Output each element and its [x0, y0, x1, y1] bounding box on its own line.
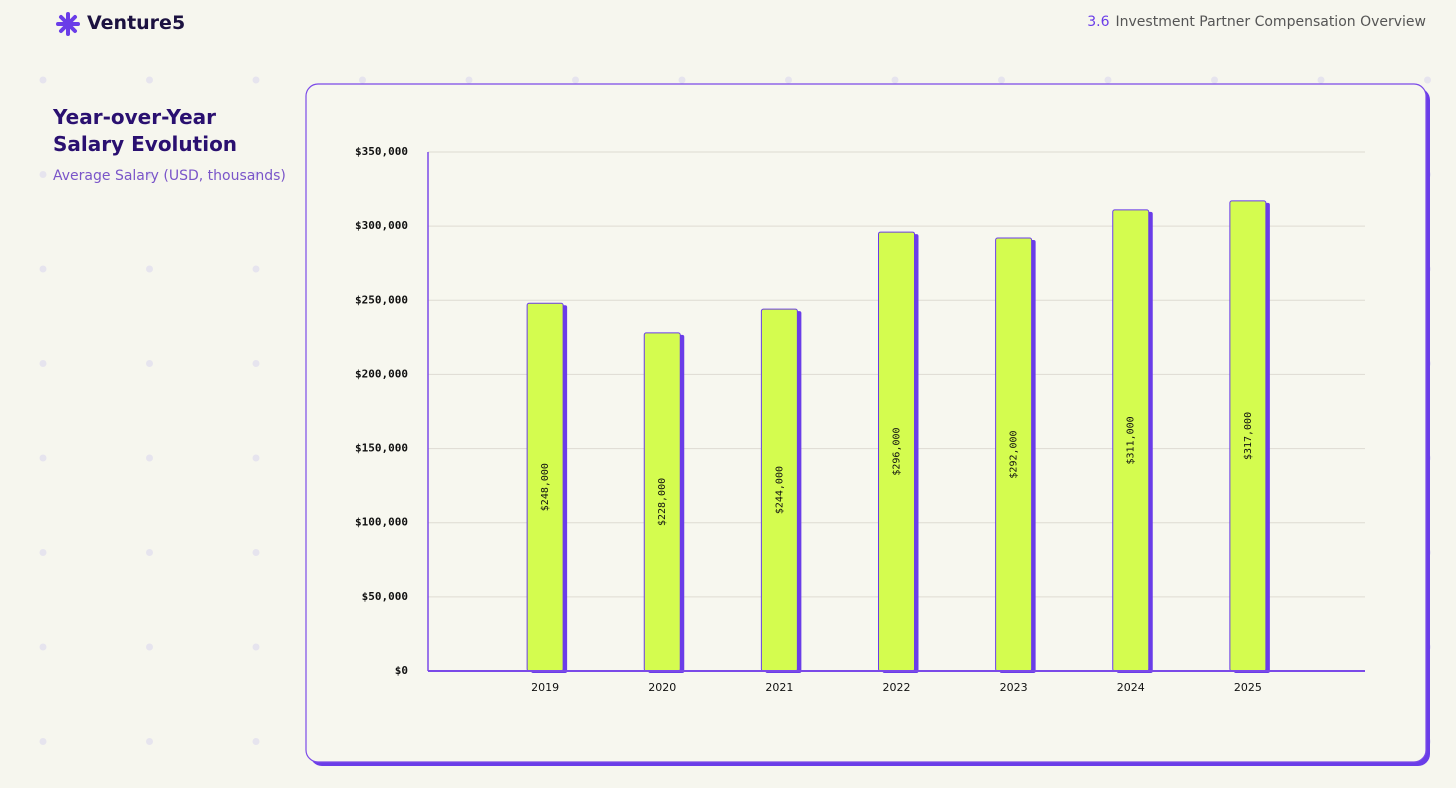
x-tick-label: 2020: [648, 681, 676, 694]
dot: [39, 454, 47, 462]
y-tick-label: $200,000: [355, 367, 408, 380]
x-tick-label: 2022: [883, 681, 911, 694]
dot: [146, 549, 153, 556]
dot: [465, 76, 473, 84]
dot: [39, 643, 47, 651]
dot: [1317, 76, 1325, 84]
x-tick-label: 2021: [765, 681, 793, 694]
dot: [146, 643, 153, 651]
chart-subtitle: Average Salary (USD, thousands): [53, 168, 286, 184]
dot: [146, 76, 153, 84]
dot: [891, 76, 899, 84]
dot: [146, 454, 153, 462]
x-tick-label: 2023: [1000, 681, 1028, 694]
dot: [252, 171, 260, 178]
dot: [146, 171, 153, 178]
dot: [252, 549, 260, 556]
dot: [39, 171, 47, 178]
chart-title: Year-over-Year Salary Evolution: [53, 105, 238, 156]
value-label: $292,000: [1009, 430, 1020, 478]
value-label: $317,000: [1243, 412, 1254, 460]
value-label: $244,000: [774, 466, 785, 514]
logo-icon: [56, 12, 80, 36]
dot: [39, 76, 47, 84]
dot: [1104, 76, 1112, 84]
dot: [252, 454, 260, 462]
dot: [39, 549, 47, 556]
y-tick-label: $0: [395, 664, 408, 677]
dot: [252, 738, 260, 745]
value-label: $248,000: [540, 463, 551, 511]
x-tick-label: 2019: [531, 681, 559, 694]
y-tick-label: $300,000: [355, 219, 408, 232]
dot: [252, 360, 260, 367]
y-tick-label: $100,000: [355, 516, 408, 529]
dot: [572, 76, 579, 84]
dot: [998, 76, 1005, 84]
dot: [252, 643, 260, 651]
y-tick-label: $250,000: [355, 293, 408, 306]
value-label: $296,000: [892, 427, 903, 475]
section-title: Investment Partner Compensation Overview: [1115, 14, 1426, 30]
dot: [1211, 76, 1218, 84]
value-label: $228,000: [657, 478, 668, 526]
dot: [678, 76, 686, 84]
dot: [785, 76, 792, 84]
dot: [146, 265, 153, 273]
dot: [252, 76, 260, 84]
brand: Venture5: [87, 12, 186, 34]
section-header: 3.6 Investment Partner Compensation Overv…: [1087, 14, 1426, 30]
value-label: $311,000: [1126, 416, 1137, 464]
dot: [146, 738, 153, 745]
section-number: 3.6: [1087, 14, 1110, 30]
dot: [146, 360, 153, 367]
y-tick-label: $350,000: [355, 145, 408, 158]
x-tick-label: 2025: [1234, 681, 1262, 694]
y-tick-label: $150,000: [355, 442, 408, 455]
x-tick-label: 2024: [1117, 681, 1145, 694]
dot: [359, 76, 366, 84]
dot: [39, 265, 47, 273]
dot: [39, 360, 47, 367]
y-tick-label: $50,000: [362, 590, 408, 603]
dot: [39, 738, 47, 745]
dot: [252, 265, 260, 273]
dot: [1424, 76, 1431, 84]
